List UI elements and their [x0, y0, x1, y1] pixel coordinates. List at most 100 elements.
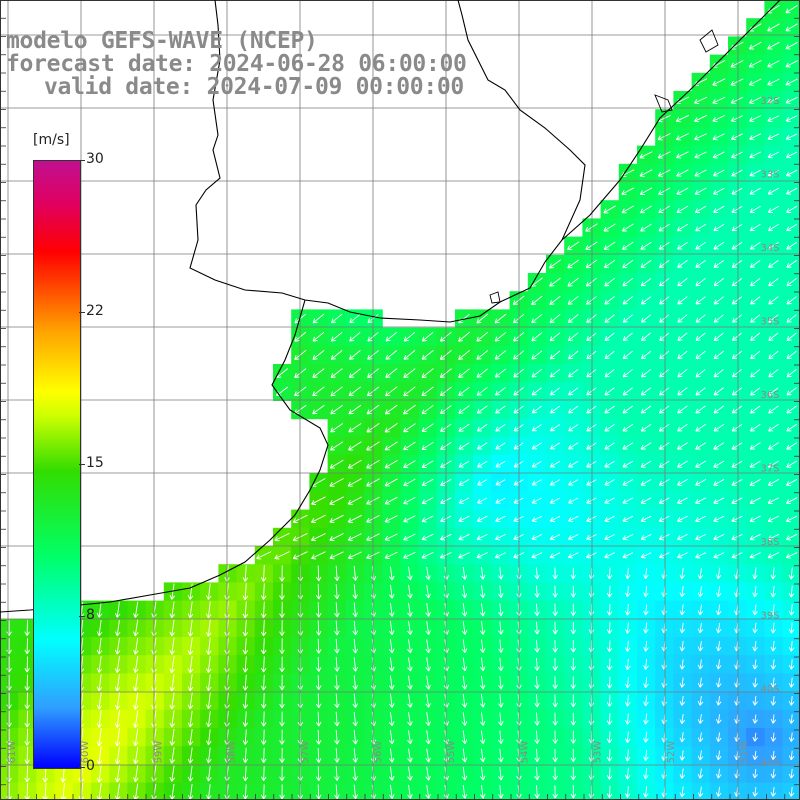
wind-arrow [421, 478, 434, 487]
wind-arrow [697, 732, 704, 743]
wind-arrow [785, 23, 798, 32]
wind-arrow [786, 296, 797, 305]
wind-arrow [677, 423, 688, 432]
wind-arrow [242, 601, 249, 619]
wind-arrow [279, 583, 285, 600]
latitude-label: 41S [760, 758, 779, 769]
wind-arrow [677, 405, 688, 414]
wind-arrow [731, 405, 743, 414]
wind-arrow [713, 187, 725, 195]
wind-arrow [132, 728, 139, 746]
wind-arrow [476, 405, 488, 414]
wind-arrow [676, 205, 689, 214]
wind-arrow [403, 515, 416, 523]
wind-arrow [676, 442, 688, 450]
wind-arrow [715, 586, 722, 598]
wind-arrow [403, 386, 416, 397]
wind-arrow [697, 750, 704, 761]
wind-arrow [385, 350, 397, 360]
wind-arrow [768, 405, 779, 414]
colorbar [33, 160, 81, 769]
wind-arrow [788, 750, 795, 761]
wind-arrow [570, 676, 577, 689]
wind-arrow [498, 603, 504, 617]
wind-arrow [315, 565, 322, 582]
wind-arrow [749, 497, 761, 505]
wind-arrow [749, 423, 761, 432]
wind-arrow [621, 205, 635, 214]
wind-arrow [622, 296, 634, 305]
wind-arrow [697, 677, 704, 688]
wind-arrow [498, 675, 504, 690]
wind-arrow [476, 368, 488, 378]
wind-arrow [352, 639, 359, 654]
wind-arrow [694, 151, 707, 159]
wind-arrow [713, 332, 724, 341]
colorbar-tickmark [79, 767, 85, 768]
wind-arrow [748, 60, 762, 68]
wind-arrow [96, 728, 103, 747]
wind-arrow [731, 552, 743, 559]
wind-arrow [330, 350, 343, 360]
wind-arrow [785, 115, 798, 122]
wind-arrow [133, 655, 139, 673]
wind-arrow [570, 767, 577, 781]
wind-arrow [770, 786, 777, 797]
wind-arrow [752, 786, 758, 797]
wind-arrow [567, 295, 579, 305]
wind-arrow [347, 496, 362, 505]
wind-arrow [768, 278, 779, 287]
wind-arrow [604, 534, 615, 541]
coastline-uruguay-argentina [189, 0, 586, 323]
wind-arrow [585, 241, 598, 250]
wind-arrow [570, 585, 577, 598]
wind-arrow [568, 479, 579, 486]
wind-arrow [730, 60, 744, 68]
wind-arrow [679, 604, 686, 616]
wind-arrow [695, 552, 706, 559]
wind-arrow [695, 260, 706, 268]
wind-arrow [586, 534, 597, 541]
wind-arrow [750, 387, 761, 396]
wind-arrow [96, 764, 103, 783]
wind-arrow [731, 241, 743, 250]
wind-arrow [677, 368, 688, 378]
wind-arrow [697, 786, 704, 797]
wind-arrow [752, 714, 758, 724]
wind-arrow [640, 405, 652, 414]
wind-arrow [677, 332, 688, 341]
wind-arrow [534, 585, 540, 598]
wind-arrow [731, 368, 743, 378]
wind-arrow [640, 534, 652, 541]
wind-arrow [458, 368, 470, 378]
wind-arrow [24, 674, 30, 691]
wind-arrow [767, 533, 780, 541]
wind-arrow [352, 748, 359, 763]
wind-arrow [713, 423, 725, 432]
wind-arrow [567, 552, 579, 559]
wind-arrow [767, 133, 780, 141]
wind-arrow [604, 515, 615, 522]
wind-arrow [622, 387, 633, 396]
wind-arrow [570, 712, 577, 726]
wind-arrow [334, 766, 340, 781]
wind-arrow [334, 620, 340, 636]
wind-arrow [624, 749, 631, 762]
wind-arrow [24, 620, 30, 636]
wind-arrow [403, 350, 416, 360]
wind-arrow [622, 515, 634, 523]
longitude-label: 60W [80, 741, 91, 764]
wind-arrow [114, 728, 121, 747]
wind-arrow [279, 620, 285, 636]
colorbar-tick-15: 15 [86, 455, 104, 471]
wind-arrow [788, 604, 795, 616]
wind-arrow [749, 478, 761, 486]
wind-arrow [534, 785, 540, 799]
wind-arrow [495, 515, 506, 522]
wind-arrow [531, 515, 542, 522]
wind-arrow [586, 405, 597, 414]
wind-arrow [531, 460, 542, 468]
wind-arrow [549, 552, 561, 559]
wind-arrow [767, 515, 780, 523]
wind-arrow [385, 386, 398, 397]
